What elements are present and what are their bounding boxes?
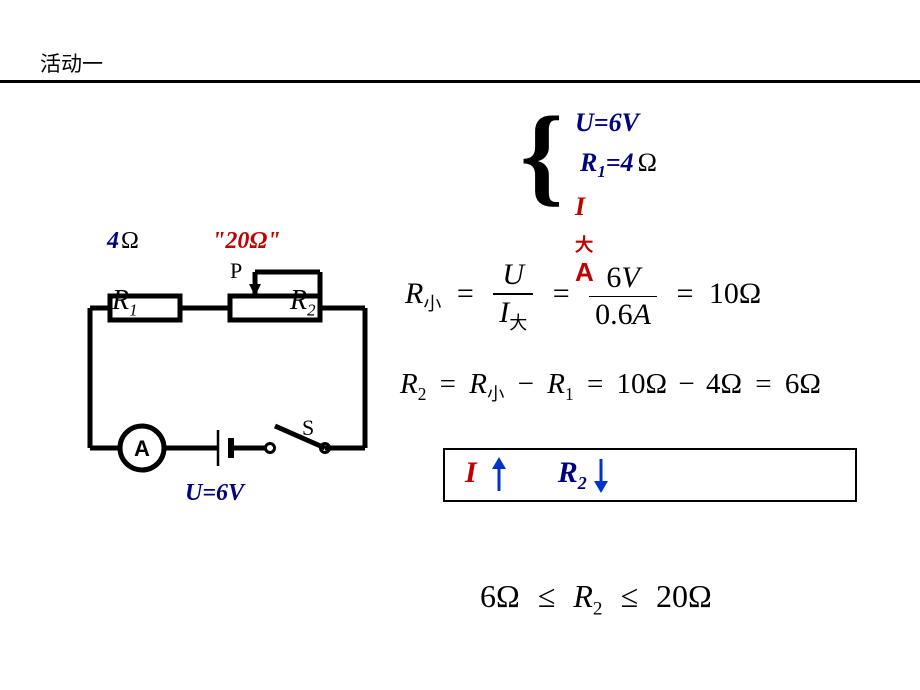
voltage-source-label: U=6V bbox=[185, 480, 244, 507]
range-inequality: 6Ω ≤ R2 ≤ 20Ω bbox=[480, 578, 712, 620]
brace-symbol: { bbox=[520, 100, 563, 210]
wiper-p-label: P bbox=[230, 258, 242, 284]
equation-r2: R2 = R小 − R1 = 10Ω − 4Ω = 6Ω bbox=[400, 368, 821, 406]
equation-r-small: R小 = U I大 = 6V 0.6A = 10Ω bbox=[405, 258, 761, 335]
r1-symbol: R1 bbox=[112, 285, 138, 321]
r1-value-label: 4Ω bbox=[107, 228, 139, 255]
up-arrow-icon bbox=[488, 457, 510, 493]
down-arrow-icon bbox=[590, 457, 612, 493]
section-title: 活动一 bbox=[40, 48, 103, 78]
switch-s-label: S bbox=[302, 415, 314, 441]
r2-value-label: "20Ω" bbox=[212, 228, 281, 255]
relation-box: I R2 bbox=[443, 448, 857, 502]
ammeter-label: A bbox=[134, 436, 150, 462]
given-U: U=6V bbox=[575, 108, 639, 138]
given-R1: R1=4Ω bbox=[580, 148, 657, 182]
relation-content: I R2 bbox=[465, 456, 612, 494]
header-divider bbox=[0, 80, 920, 83]
r2-symbol: R2 bbox=[290, 285, 316, 321]
